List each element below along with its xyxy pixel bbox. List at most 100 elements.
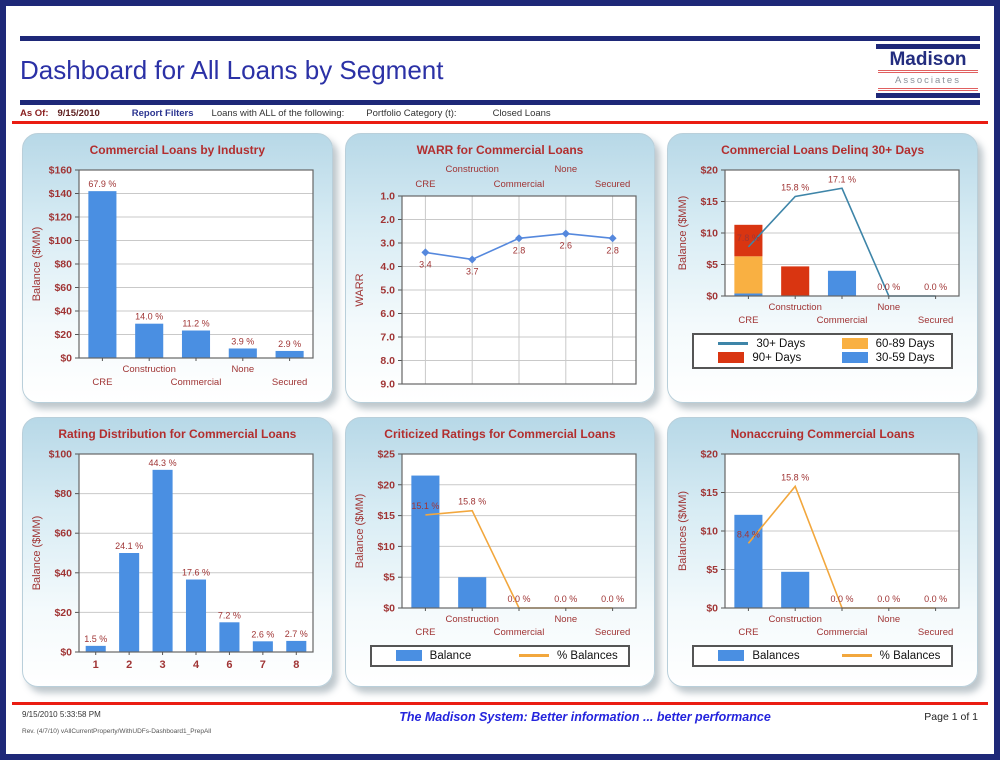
legend-color-swatch xyxy=(718,650,745,661)
legend-item-balances: Balances xyxy=(704,650,817,662)
svg-text:15.8 %: 15.8 % xyxy=(781,472,809,482)
svg-text:None: None xyxy=(877,614,900,625)
y-axis-title: Balance ($MM) xyxy=(31,226,43,301)
legend-item-balance: Balance xyxy=(382,650,495,662)
svg-text:$5: $5 xyxy=(706,564,718,576)
chart-card-delinquency: Commercial Loans Delinq 30+ Days $0 $5 $10… xyxy=(667,132,978,403)
svg-text:None: None xyxy=(232,364,255,375)
svg-text:3.9 %: 3.9 % xyxy=(232,336,255,346)
svg-text:11.2 %: 11.2 % xyxy=(183,318,210,328)
footer-timestamp: 9/15/2010 5:33:58 PM xyxy=(22,709,101,719)
legend-line-swatch xyxy=(841,654,872,657)
filter-field-label: Portfolio Category (t): xyxy=(366,107,457,119)
svg-text:5.0: 5.0 xyxy=(380,284,395,296)
bottom-red-rule xyxy=(12,701,988,705)
svg-text:$20: $20 xyxy=(377,479,395,491)
svg-text:Construction: Construction xyxy=(768,614,821,625)
svg-text:CRE: CRE xyxy=(415,627,435,638)
svg-text:$40: $40 xyxy=(55,567,73,579)
svg-text:7.2 %: 7.2 % xyxy=(218,610,241,620)
svg-text:2.8: 2.8 xyxy=(606,245,619,255)
svg-text:7.8 %: 7.8 % xyxy=(737,232,760,242)
svg-text:Commercial: Commercial xyxy=(171,377,222,388)
svg-text:3: 3 xyxy=(160,659,166,671)
svg-text:0.0 %: 0.0 % xyxy=(830,594,853,604)
svg-text:0.0 %: 0.0 % xyxy=(877,282,900,292)
chart-card-rating: Rating Distribution for Commercial Loans… xyxy=(22,416,333,687)
svg-text:1: 1 xyxy=(93,659,99,671)
svg-text:4.0: 4.0 xyxy=(380,261,395,273)
bar-series xyxy=(734,514,809,608)
industry-bar-chart: $0 $20 $40 $60 $80 $100 $120 $140 $160 67.9 % 14.0… xyxy=(31,164,314,388)
svg-text:Construction: Construction xyxy=(123,364,176,375)
svg-text:Secured: Secured xyxy=(918,627,953,638)
criticized-bar-line-chart: $0 $5 $10 $15 $20 $25 15.1 % 15.8 % 0.0 % 0.0 % 0.… xyxy=(354,448,637,638)
svg-text:$160: $160 xyxy=(49,164,73,176)
report-filters-label: Report Filters xyxy=(131,107,194,119)
svg-text:Commercial: Commercial xyxy=(816,315,867,326)
svg-text:17.1 %: 17.1 % xyxy=(828,174,856,184)
svg-text:0.0 %: 0.0 % xyxy=(601,594,624,604)
svg-text:CRE: CRE xyxy=(93,377,113,388)
legend-color-swatch xyxy=(841,338,868,349)
legend-label: % Balances xyxy=(556,649,618,662)
svg-text:6.0: 6.0 xyxy=(380,308,395,320)
report-footer: 9/15/2010 5:33:58 PM Rev. (4/7/10) vAllC… xyxy=(22,710,978,735)
svg-text:Construction: Construction xyxy=(446,164,499,175)
filter-description: Loans with ALL of the following: xyxy=(211,107,345,119)
x-axis-labels: CRE Construction Commercial None Secured xyxy=(93,357,308,388)
svg-text:8: 8 xyxy=(294,659,300,671)
filter-row: As Of: 9/15/2010 Report Filters Loans wi… xyxy=(20,108,980,119)
chart-card-criticized: Criticized Ratings for Commercial Loans … xyxy=(344,416,656,687)
report-header: Dashboard for All Loans by Segment Madis… xyxy=(20,36,980,105)
svg-text:14.0 %: 14.0 % xyxy=(136,311,164,321)
svg-text:$0: $0 xyxy=(706,602,718,614)
svg-text:CRE: CRE xyxy=(415,179,435,190)
svg-text:2.6: 2.6 xyxy=(560,240,573,250)
svg-text:$20: $20 xyxy=(700,164,718,176)
svg-text:$100: $100 xyxy=(49,448,73,460)
svg-text:None: None xyxy=(554,164,577,175)
warr-line-chart: 1.0 2.0 3.0 4.0 5.0 6.0 7.0 8.0 9.0 3.4 3.7 2.8 2.6 2… xyxy=(354,164,637,390)
page-title: Dashboard for All Loans by Segment xyxy=(20,55,444,86)
y-axis: $0 $20 $40 $60 $80 $100 xyxy=(49,448,80,658)
legend-item-30-days: 30+ Days xyxy=(704,338,817,350)
svg-text:Commercial: Commercial xyxy=(494,627,545,638)
chart-title: Criticized Ratings for Commercial Loans xyxy=(384,426,616,441)
svg-text:$25: $25 xyxy=(377,448,395,460)
charts-grid: Commercial Loans by Industry $0 $20 $40 $60… xyxy=(22,132,978,687)
chart-title: WARR for Commercial Loans xyxy=(416,142,584,157)
svg-text:1.5 %: 1.5 % xyxy=(85,633,108,643)
bar-series: 1.5 % 24.1 % 44.3 % 17.6 % 7.2 % 2.6 % 2.7 % xyxy=(85,457,308,652)
chart-title: Rating Distribution for Commercial Loans xyxy=(58,426,297,441)
footer-revision: Rev. (4/7/10) vAllCurrentProperty/WithUD… xyxy=(22,727,212,735)
legend-line-swatch xyxy=(518,654,549,657)
logo-bar-top xyxy=(876,44,980,49)
svg-text:3.4: 3.4 xyxy=(419,259,432,269)
chart-title: Commercial Loans by Industry xyxy=(89,142,266,157)
svg-text:7: 7 xyxy=(260,659,266,671)
legend-item-30-59-days: 30-59 Days xyxy=(828,352,941,364)
svg-text:CRE: CRE xyxy=(738,315,758,326)
svg-text:$80: $80 xyxy=(55,258,73,270)
svg-text:2.9 %: 2.9 % xyxy=(278,338,301,348)
svg-text:CRE: CRE xyxy=(738,627,758,638)
x-axis-labels: 1 2 3 4 6 7 8 xyxy=(93,651,300,671)
svg-text:Secured: Secured xyxy=(595,627,630,638)
x-axis-labels: CRE Construction Commercial None Secured xyxy=(415,607,630,638)
legend-label: 30-59 Days xyxy=(875,351,935,364)
chart-card-warr: WARR for Commercial Loans 1.0 2.0 3.0 4.0 5.… xyxy=(344,132,656,403)
svg-text:15.8 %: 15.8 % xyxy=(458,496,486,506)
as-of-label: As Of: xyxy=(20,107,49,119)
svg-text:2.6 %: 2.6 % xyxy=(252,629,275,639)
svg-text:$0: $0 xyxy=(61,646,73,658)
logo-bar-bottom xyxy=(876,92,980,98)
legend-label: 90+ Days xyxy=(752,351,802,364)
delinquency-stacked-bar-chart: $0 $5 $10 $15 $20 7.8 % 15.8 % 17.1 % 0.0 % 0.0 %… xyxy=(677,164,960,326)
svg-text:0.0 %: 0.0 % xyxy=(507,594,530,604)
footer-tagline: The Madison System: Better information .… xyxy=(399,709,771,724)
svg-text:$5: $5 xyxy=(706,259,718,271)
svg-text:0.0 %: 0.0 % xyxy=(554,594,577,604)
logo-subtitle: Associates xyxy=(895,75,961,86)
